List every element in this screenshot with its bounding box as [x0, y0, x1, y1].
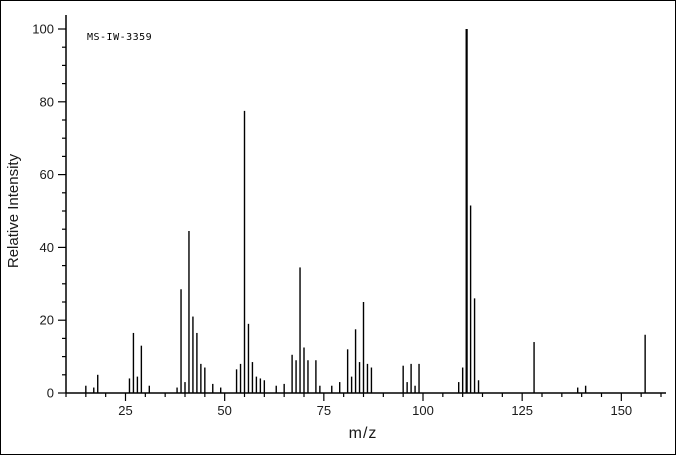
y-tick-label: 40 [40, 240, 54, 255]
y-tick-label: 0 [47, 386, 54, 401]
y-tick-label: 60 [40, 167, 54, 182]
x-axis-title: m/z [348, 425, 378, 442]
x-tick-label: 100 [412, 403, 434, 418]
y-tick-label: 100 [32, 22, 54, 37]
y-tick-label: 20 [40, 313, 54, 328]
x-tick-label: 150 [610, 403, 632, 418]
x-tick-label: 25 [118, 403, 132, 418]
x-tick-label: 125 [511, 403, 533, 418]
x-tick-label: 75 [317, 403, 331, 418]
spectrum-id-label: MS-IW-3359 [87, 32, 153, 43]
y-tick-label: 80 [40, 94, 54, 109]
x-tick-label: 50 [217, 403, 231, 418]
y-axis-title: Relative Intensity [5, 153, 22, 269]
